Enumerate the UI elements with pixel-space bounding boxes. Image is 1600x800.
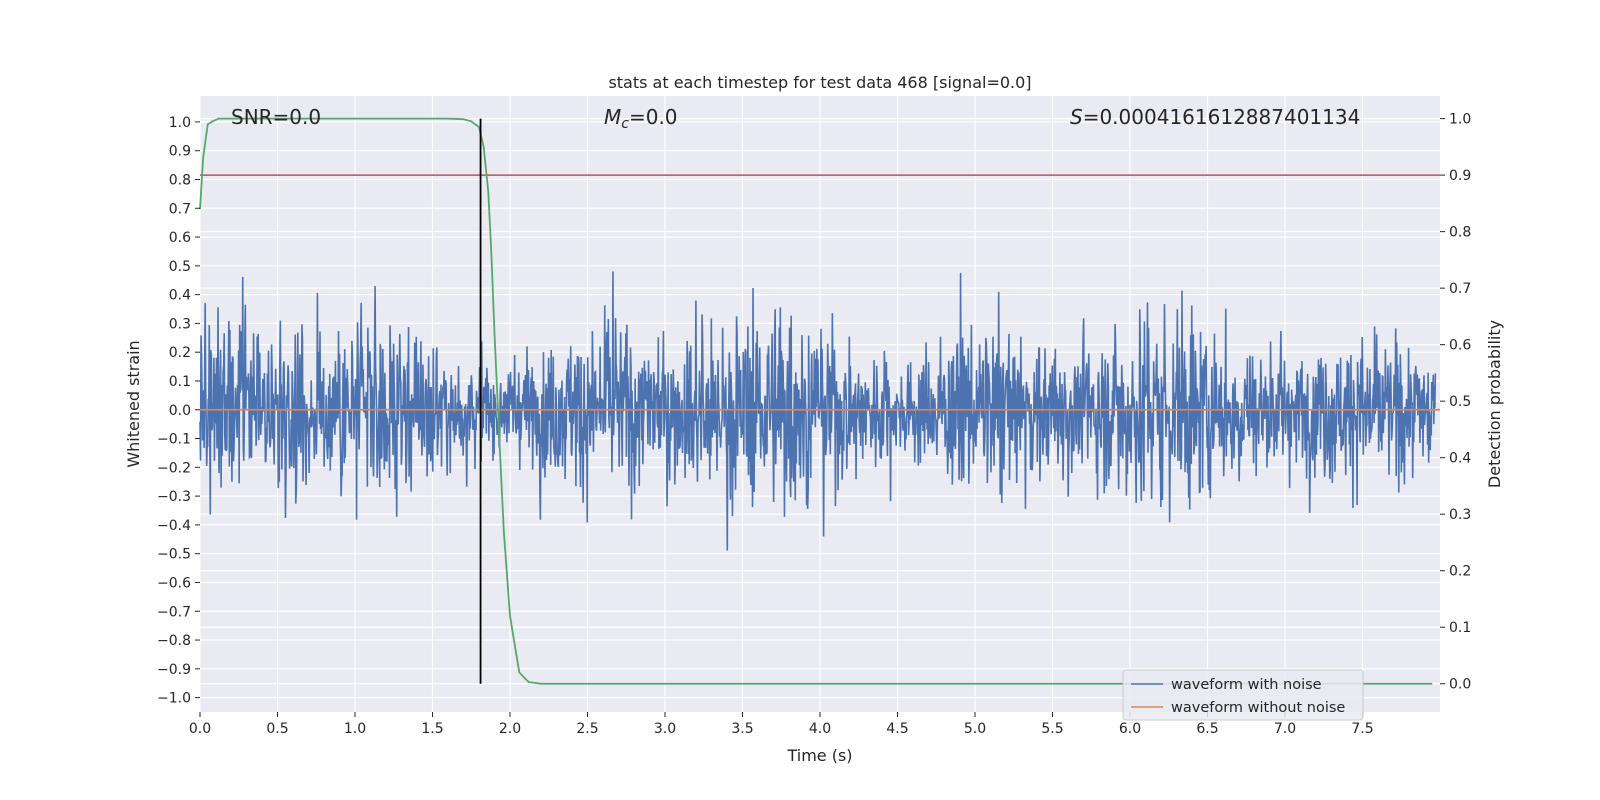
y-tick-label: 0.8 — [169, 172, 191, 188]
x-tick-label: 1.0 — [344, 721, 366, 737]
y2-tick-label: 0.6 — [1449, 338, 1471, 354]
y2-tick-label: 0.2 — [1449, 564, 1471, 580]
legend-entry-clean: waveform without noise — [1171, 700, 1345, 716]
y-tick-label: 0.4 — [169, 288, 191, 304]
noise-series — [199, 271, 1437, 551]
y2-tick-label: 0.7 — [1449, 281, 1471, 297]
x-axis-label: Time (s) — [786, 746, 852, 765]
detection-probability-line — [199, 117, 1433, 685]
x-tick-label: 5.5 — [1041, 721, 1063, 737]
y-tick-label: 0.7 — [169, 201, 191, 217]
y-tick-label: 0.3 — [169, 316, 191, 332]
x-tick-label: 6.0 — [1119, 721, 1141, 737]
x-axis: 0.0 0.5 1.0 1.5 2.0 2.5 3.0 3.5 4.0 4.5 5.0 5.5 6.0 6… — [189, 712, 1374, 737]
y-tick-label: 0.9 — [169, 144, 191, 160]
y-tick-label: −0.7 — [157, 604, 191, 620]
y-tick-label: −0.8 — [157, 633, 191, 649]
waveform-with-noise-line — [199, 271, 1437, 551]
y2-tick-label: 0.8 — [1449, 225, 1471, 241]
y-tick-label: 0.0 — [169, 403, 191, 419]
x-tick-label: 4.0 — [809, 721, 831, 737]
x-tick-label: 3.0 — [654, 721, 676, 737]
y-tick-label: 0.1 — [169, 374, 191, 390]
y2-tick-label: 0.4 — [1449, 451, 1471, 467]
y-axis-left: −1.0 −0.9 −0.8 −0.7 −0.6 −0.5 −0.4 −0.3 −0.2 −0.1… — [157, 115, 200, 707]
x-tick-label: 5.0 — [964, 721, 986, 737]
y-tick-label: −0.5 — [157, 547, 191, 563]
s-annotation: S=0.0004161612887401134 — [1070, 105, 1360, 129]
mc-annotation: Mc=0.0 — [604, 105, 678, 132]
y-tick-label: −0.2 — [157, 460, 191, 476]
legend-entry-noise: waveform with noise — [1171, 677, 1322, 693]
x-tick-label: 7.5 — [1351, 721, 1373, 737]
y-tick-label: 0.5 — [169, 259, 191, 275]
grid — [199, 96, 1440, 712]
y2-tick-label: 0.3 — [1449, 507, 1471, 523]
y-tick-label: 0.6 — [169, 230, 191, 246]
x-tick-label: 1.5 — [421, 721, 443, 737]
y-axis-right: 0.0 0.1 0.2 0.3 0.4 0.5 0.6 0.7 0.8 0.9 1.0 — [1440, 112, 1471, 693]
y-axis-label: Whitened strain — [124, 340, 143, 467]
legend: waveform with noise waveform without noi… — [1122, 669, 1364, 721]
line-series — [199, 117, 1440, 685]
y2-tick-label: 0.9 — [1449, 168, 1471, 184]
x-tick-label: 2.0 — [499, 721, 521, 737]
y2-tick-label: 0.5 — [1449, 394, 1471, 410]
legend-box — [1122, 669, 1364, 721]
x-tick-label: 3.5 — [731, 721, 753, 737]
y-tick-label: −0.9 — [157, 662, 191, 678]
y2-tick-label: 1.0 — [1449, 112, 1471, 128]
y2-tick-label: 0.0 — [1449, 677, 1471, 693]
snr-annotation: SNR=0.0 — [231, 105, 321, 129]
y-tick-label: −0.1 — [157, 432, 191, 448]
y-tick-label: 0.2 — [169, 345, 191, 361]
x-tick-label: 2.5 — [576, 721, 598, 737]
x-tick-label: 6.5 — [1196, 721, 1218, 737]
y-tick-label: −1.0 — [157, 691, 191, 707]
y2-axis-label: Detection probability — [1485, 320, 1504, 488]
y-tick-label: −0.4 — [157, 518, 191, 534]
y2-tick-label: 0.1 — [1449, 620, 1471, 636]
chart-title: stats at each timestep for test data 468… — [608, 73, 1031, 92]
y-tick-label: −0.6 — [157, 575, 191, 591]
y-tick-label: −0.3 — [157, 489, 191, 505]
y-tick-label: 1.0 — [169, 115, 191, 131]
x-tick-label: 0.5 — [266, 721, 288, 737]
x-tick-label: 0.0 — [189, 721, 211, 737]
x-tick-label: 4.5 — [886, 721, 908, 737]
x-tick-label: 7.0 — [1274, 721, 1296, 737]
